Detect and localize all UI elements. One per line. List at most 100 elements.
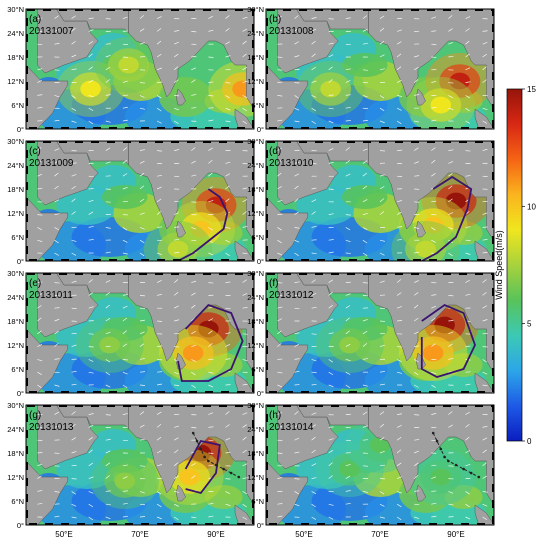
wind-arrow — [413, 462, 419, 467]
x-tick-label: 50°E — [295, 530, 312, 539]
wind-arrow — [54, 148, 60, 151]
wind-arrow — [362, 343, 367, 347]
wind-arrow — [71, 198, 76, 203]
wind-arrow — [345, 239, 351, 243]
wind-arrow — [448, 161, 454, 164]
wind-arrow — [328, 66, 333, 71]
wind-arrow — [328, 503, 334, 506]
wind-arrow — [379, 120, 385, 124]
wind-arrow — [431, 80, 437, 83]
wind-arrow — [88, 503, 94, 508]
y-tick-label: 6°N — [251, 101, 264, 110]
wind-hotspot — [190, 220, 212, 238]
wind-arrow — [379, 27, 385, 32]
y-tick-label: 18°N — [247, 317, 264, 326]
wind-arrow — [294, 451, 300, 454]
wind-arrow — [157, 81, 163, 83]
x-tick-label: 90°E — [207, 530, 224, 539]
wind-arrow — [311, 187, 317, 190]
wind-arrow — [465, 120, 471, 124]
wind-arrow — [482, 384, 488, 387]
wind-arrow — [54, 411, 59, 415]
wind-arrow — [277, 477, 283, 479]
wind-arrow — [311, 436, 316, 441]
wind-arrow — [396, 292, 402, 296]
wind-hotspot — [179, 468, 200, 486]
y-tick-label: 24°N — [7, 29, 24, 38]
y-tick-label: 24°N — [7, 425, 24, 434]
wind-arrow — [174, 384, 180, 386]
wind-arrow — [277, 318, 282, 322]
wind-arrow — [71, 451, 77, 454]
wind-arrow — [379, 516, 385, 519]
wind-arrow — [482, 475, 488, 479]
wind-arrow — [54, 343, 59, 347]
wind-arrow — [277, 306, 283, 309]
wind-arrow — [191, 107, 197, 109]
wind-arrow — [482, 212, 488, 215]
wind-arrow — [448, 185, 453, 190]
y-tick-label: 24°N — [247, 425, 264, 434]
wind-arrow — [54, 213, 60, 215]
storm-track-point — [207, 459, 210, 463]
wind-arrow — [157, 371, 163, 373]
wind-arrow — [448, 55, 454, 58]
wind-arrow — [122, 294, 128, 296]
wind-arrow — [311, 252, 317, 255]
y-tick-label: 12°N — [247, 473, 264, 482]
wind-arrow — [174, 226, 180, 228]
wind-arrow — [413, 317, 419, 322]
wind-arrow — [37, 79, 42, 83]
wind-arrow — [208, 29, 214, 32]
wind-arrow — [328, 332, 334, 335]
wind-arrow — [345, 475, 351, 479]
wind-arrow — [414, 251, 420, 254]
wind-arrow — [225, 173, 231, 177]
wind-arrow — [71, 15, 76, 19]
wind-arrow — [105, 227, 111, 229]
wind-arrow — [54, 491, 60, 493]
wind-arrow — [294, 437, 300, 441]
land-mass — [368, 9, 494, 110]
map-panel: (g)20131013 0° 6°N 12°N 18°N 24°N 30°N 50°E 70°E… — [7, 401, 255, 539]
wind-arrow — [431, 384, 436, 388]
wind-arrow — [414, 450, 419, 454]
wind-hotspot — [422, 216, 444, 234]
wind-arrow — [345, 359, 351, 362]
wind-arrow — [311, 28, 317, 32]
wind-arrow — [105, 79, 110, 83]
wind-arrow — [482, 41, 488, 45]
wind-arrow — [191, 239, 197, 242]
wind-arrow — [277, 199, 283, 203]
wind-arrow — [328, 318, 334, 322]
y-tick-label: 6°N — [251, 365, 264, 374]
panel-date: 20131014 — [269, 422, 314, 433]
wind-arrow — [277, 503, 283, 505]
wind-arrow — [328, 213, 334, 215]
wind-arrow — [37, 227, 42, 231]
panel-tag: (d) — [269, 146, 281, 157]
wind-arrow — [482, 503, 488, 507]
wind-arrow — [156, 436, 162, 441]
wind-arrow — [225, 107, 231, 111]
wind-arrow — [362, 120, 368, 122]
wind-arrow — [414, 331, 419, 335]
wind-arrow — [225, 239, 231, 243]
wind-hotspot — [445, 192, 467, 210]
wind-arrow — [105, 331, 111, 335]
wind-arrow — [122, 200, 128, 203]
wind-arrow — [294, 491, 300, 495]
wind-arrow — [225, 55, 231, 58]
wind-arrow — [414, 227, 420, 229]
wind-arrow — [448, 424, 453, 428]
wind-arrow — [448, 411, 453, 415]
panel-date: 20131010 — [269, 158, 314, 169]
wind-arrow — [88, 107, 94, 111]
wind-arrow — [311, 211, 316, 215]
wind-hotspot — [182, 344, 204, 362]
wind-arrow — [71, 27, 76, 32]
wind-arrow — [37, 94, 43, 96]
y-tick-label: 18°N — [7, 317, 24, 326]
wind-arrow — [311, 17, 317, 19]
wind-arrow — [242, 226, 248, 228]
